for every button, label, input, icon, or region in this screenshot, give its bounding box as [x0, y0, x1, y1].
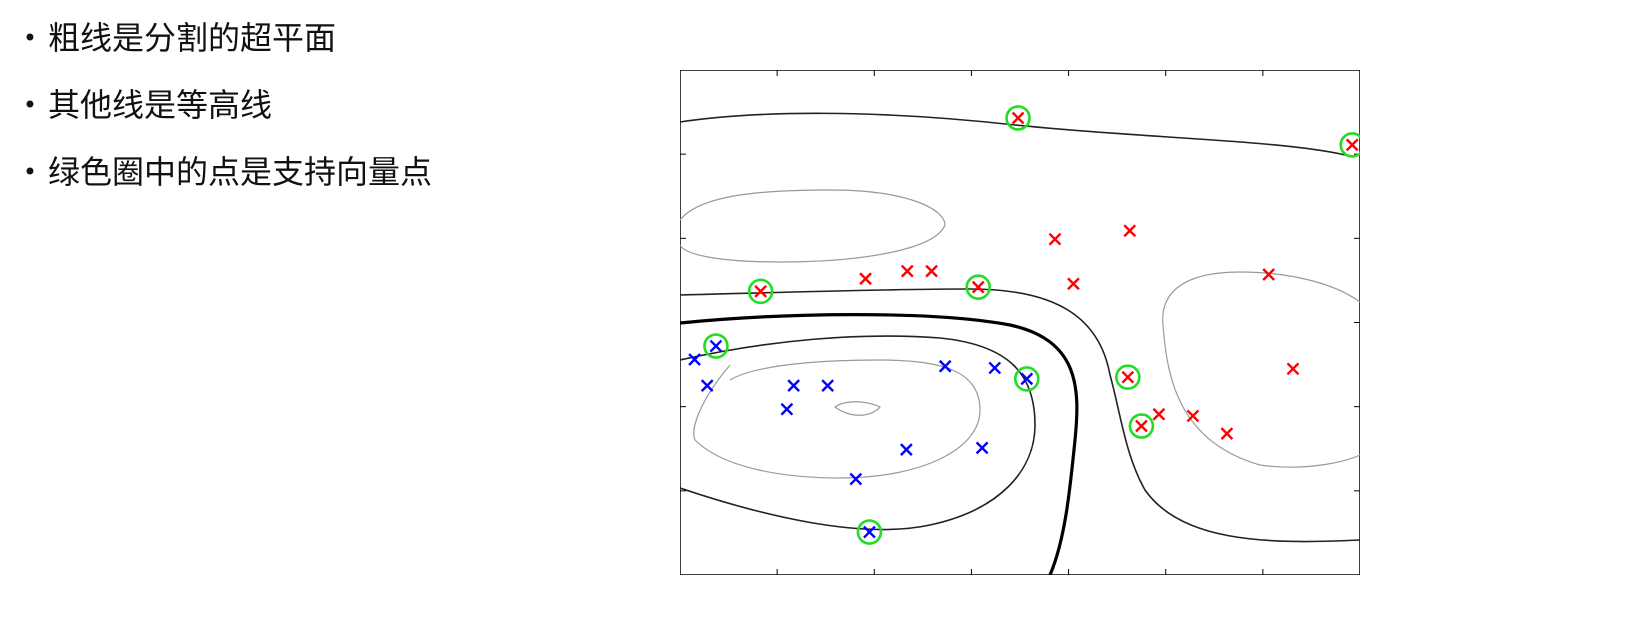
red-cross-point: [1067, 277, 1080, 291]
blue-cross-point: [1020, 372, 1034, 386]
support-vector-circle: [1115, 364, 1141, 391]
red-cross-point: [925, 264, 938, 278]
blue-cross-point: [975, 441, 989, 455]
red-cross-point: [1186, 409, 1200, 423]
red-cross-point: [971, 280, 985, 294]
bullet-dot-icon: •: [22, 158, 38, 186]
blue-cross-point: [988, 361, 1002, 375]
red-cross-point: [1286, 362, 1300, 376]
red-cross-point: [1220, 427, 1234, 440]
data-points: [688, 105, 1360, 545]
red-cross-point: [1121, 370, 1135, 384]
red-cross-point: [900, 264, 914, 278]
bullet-item: • 粗线是分割的超平面: [18, 18, 432, 58]
blue-cross-point: [700, 379, 714, 392]
margin-negative: [680, 335, 1036, 531]
bullet-text: 粗线是分割的超平面: [48, 19, 337, 57]
blue-cross-point: [709, 339, 723, 353]
separating-hyperplane: [680, 313, 1079, 575]
blue-cross-point: [780, 402, 794, 416]
blue-cross-point: [787, 379, 801, 392]
bullet-dot-icon: •: [22, 91, 38, 119]
margin-positive: [680, 288, 1360, 543]
red-cross-point: [1152, 407, 1166, 421]
bullet-text: 其他线是等高线: [48, 86, 273, 124]
red-cross-point: [1262, 268, 1276, 281]
bullet-dot-icon: •: [22, 24, 38, 52]
bullet-item: • 绿色圈中的点是支持向量点: [18, 152, 432, 192]
support-vector-circle: [1339, 132, 1360, 158]
blue-cross-point: [821, 379, 835, 392]
red-cross-point: [1135, 419, 1148, 433]
contour-lines: [680, 189, 1360, 479]
red-cross-point: [859, 272, 872, 286]
blue-cross-point: [688, 353, 701, 366]
contour-upper-left: [680, 189, 946, 263]
support-vector-circle: [1013, 366, 1040, 392]
red-cross-point: [1048, 232, 1062, 246]
red-cross-point: [1345, 138, 1359, 152]
support-vector-circle: [1128, 413, 1155, 439]
contour-inner-ellipse: [833, 401, 881, 416]
svm-decision-boundary-plot: [680, 70, 1360, 575]
bullet-item: • 其他线是等高线: [18, 85, 432, 125]
support-vector-circle: [856, 519, 883, 545]
plot-frame: [680, 70, 1360, 575]
axis-ticks: [680, 70, 1360, 575]
bullet-list: • 粗线是分割的超平面 • 其他线是等高线 • 绿色圈中的点是支持向量点: [18, 18, 432, 219]
support-vector-circle: [965, 274, 992, 300]
support-vector-circle: [747, 278, 774, 305]
margin-lines: [680, 112, 1360, 543]
margin-top: [680, 112, 1346, 156]
blue-cross-point: [849, 472, 863, 486]
support-vector-circle: [1005, 105, 1031, 131]
red-cross-point: [1011, 111, 1025, 125]
support-vector-circle: [703, 333, 729, 359]
red-cross-point: [754, 285, 767, 298]
blue-cross-point: [899, 443, 913, 456]
bullet-text: 绿色圈中的点是支持向量点: [48, 153, 433, 191]
blue-cross-point: [863, 525, 876, 539]
red-cross-point: [1123, 224, 1137, 238]
blue-cross-point: [938, 359, 952, 373]
contour-lower-left: [693, 359, 981, 479]
contour-right-blob: [1162, 271, 1360, 468]
